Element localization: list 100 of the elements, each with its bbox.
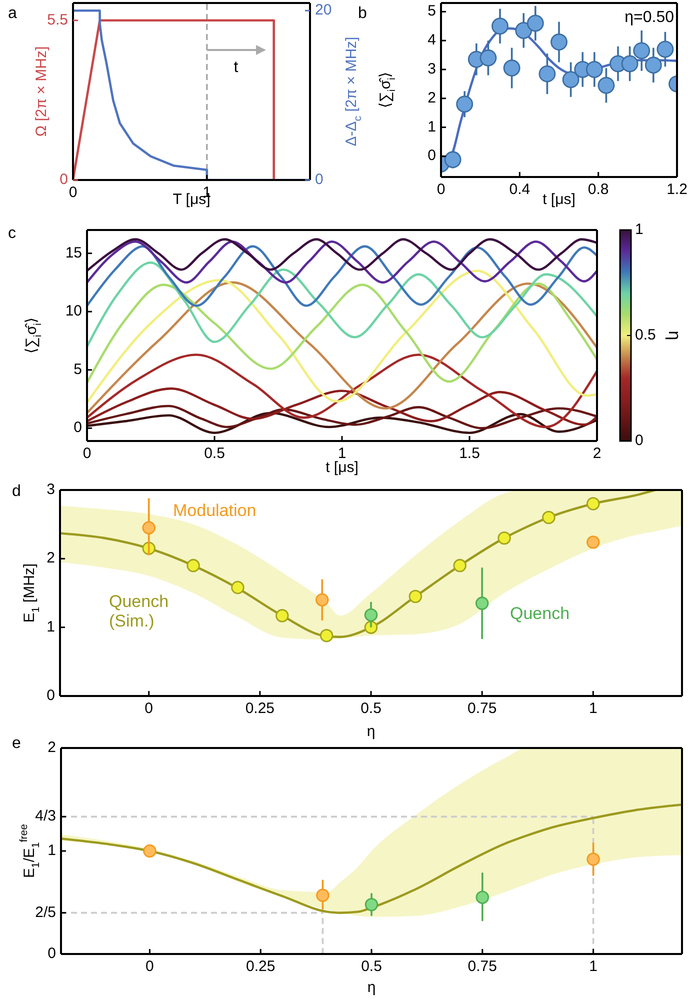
- y2-tick-label: 20: [315, 2, 332, 19]
- y-tick-label: 2/5: [35, 904, 56, 921]
- line-series: [87, 281, 597, 414]
- point: [542, 510, 556, 524]
- point: [656, 40, 674, 58]
- point: [498, 531, 511, 545]
- point: [231, 580, 244, 594]
- y-tick-label: 5.5: [47, 11, 68, 28]
- line-series: [87, 240, 597, 284]
- color-bar-title: η: [664, 330, 684, 340]
- y-tick-label: 0: [74, 419, 82, 436]
- point: [586, 497, 600, 510]
- point: [143, 844, 156, 858]
- point: [633, 42, 650, 60]
- line-series: [87, 245, 597, 307]
- y-tick-label: 4/3: [35, 808, 56, 825]
- y-tick-label: 2: [428, 89, 436, 106]
- y-tick-label: 5: [428, 2, 436, 20]
- line-series: [87, 412, 597, 434]
- chart-title: a: [8, 5, 17, 22]
- y-tick-label: 3: [428, 60, 436, 78]
- point: [408, 590, 422, 604]
- point: [316, 593, 329, 606]
- y-tick-label: 5: [74, 360, 82, 378]
- point: [444, 151, 462, 168]
- line-series: [87, 404, 597, 430]
- line-series: [87, 238, 597, 272]
- point: [364, 608, 378, 622]
- point: [492, 18, 508, 35]
- line-series: [87, 282, 597, 384]
- point: [644, 56, 662, 74]
- x-tick-label: 1.2: [666, 180, 688, 198]
- point: [456, 96, 474, 113]
- x-tick-label: 0.75: [467, 700, 497, 717]
- point: [586, 61, 603, 78]
- x-tick-label: 1: [589, 958, 598, 975]
- point: [550, 34, 568, 50]
- chart-title: b: [358, 5, 367, 22]
- x-tick-label: 0.5: [360, 700, 382, 717]
- point: [320, 628, 334, 642]
- y-tick-label: 0: [46, 686, 55, 704]
- chart-title: d: [12, 483, 21, 500]
- x-tick-label: 0: [144, 700, 154, 717]
- point: [598, 76, 615, 94]
- x-tick-label: 0.4: [509, 180, 530, 198]
- point: [526, 14, 544, 32]
- series-label: Modulation: [173, 501, 256, 520]
- x-tick-label: 0.75: [468, 958, 497, 975]
- line-series: [87, 354, 597, 428]
- text: Quench (Sim.): [109, 592, 169, 632]
- point: [480, 49, 497, 66]
- point: [562, 71, 580, 88]
- point: [453, 558, 466, 572]
- x-tick-label: 0: [146, 958, 154, 975]
- y-tick-label: 2: [48, 738, 56, 756]
- y-tick-label: 1: [428, 118, 436, 136]
- x-tick-label: 2: [592, 444, 602, 462]
- x-tick-label: 1: [588, 700, 598, 717]
- point: [503, 60, 520, 76]
- point: [316, 888, 330, 902]
- line-series: [87, 387, 597, 426]
- point: [515, 22, 532, 39]
- point: [475, 596, 489, 610]
- x-tick-label: 0.5: [361, 958, 382, 975]
- y-tick-label: 15: [65, 244, 82, 262]
- line-series: [87, 261, 597, 348]
- color-bar-label: 1: [635, 220, 644, 238]
- annotation: t: [234, 59, 239, 76]
- chart-title: c: [8, 225, 16, 242]
- x-tick-label: 0.25: [246, 958, 276, 975]
- x-tick-label: 0.5: [204, 444, 225, 462]
- y-tick-label: 2: [46, 550, 55, 567]
- y-tick-label: 0: [428, 147, 436, 164]
- x-tick-label: 1.5: [459, 444, 480, 462]
- x-axis-title: η: [366, 722, 376, 740]
- y-tick-label: 4: [428, 32, 436, 49]
- point: [586, 536, 600, 549]
- color-bar-label: 0: [635, 432, 644, 449]
- point: [476, 890, 490, 904]
- x-tick-label: 0.25: [245, 700, 275, 717]
- point: [364, 898, 378, 912]
- y-tick-label: 1: [46, 618, 55, 636]
- y-tick-label: 0: [48, 944, 56, 962]
- point: [186, 558, 200, 572]
- point: [621, 55, 638, 72]
- y-axis-title: Ω [2π × MHz]: [32, 46, 50, 137]
- point: [586, 852, 600, 866]
- x-axis-title: t [μs]: [542, 190, 576, 208]
- point: [538, 65, 556, 82]
- y-tick-label: 1: [48, 842, 56, 859]
- x-axis-title: η: [367, 978, 376, 996]
- x-tick-label: 0.8: [588, 180, 609, 198]
- line-series: [87, 270, 597, 404]
- color-bar-label: 0.5: [635, 326, 656, 344]
- y-tick-label: 3: [46, 480, 55, 498]
- y-tick-label: 10: [65, 302, 82, 320]
- series-label: Quench: [510, 604, 570, 624]
- point: [142, 521, 156, 534]
- point: [276, 609, 289, 622]
- annotation: η=0.50: [624, 9, 674, 26]
